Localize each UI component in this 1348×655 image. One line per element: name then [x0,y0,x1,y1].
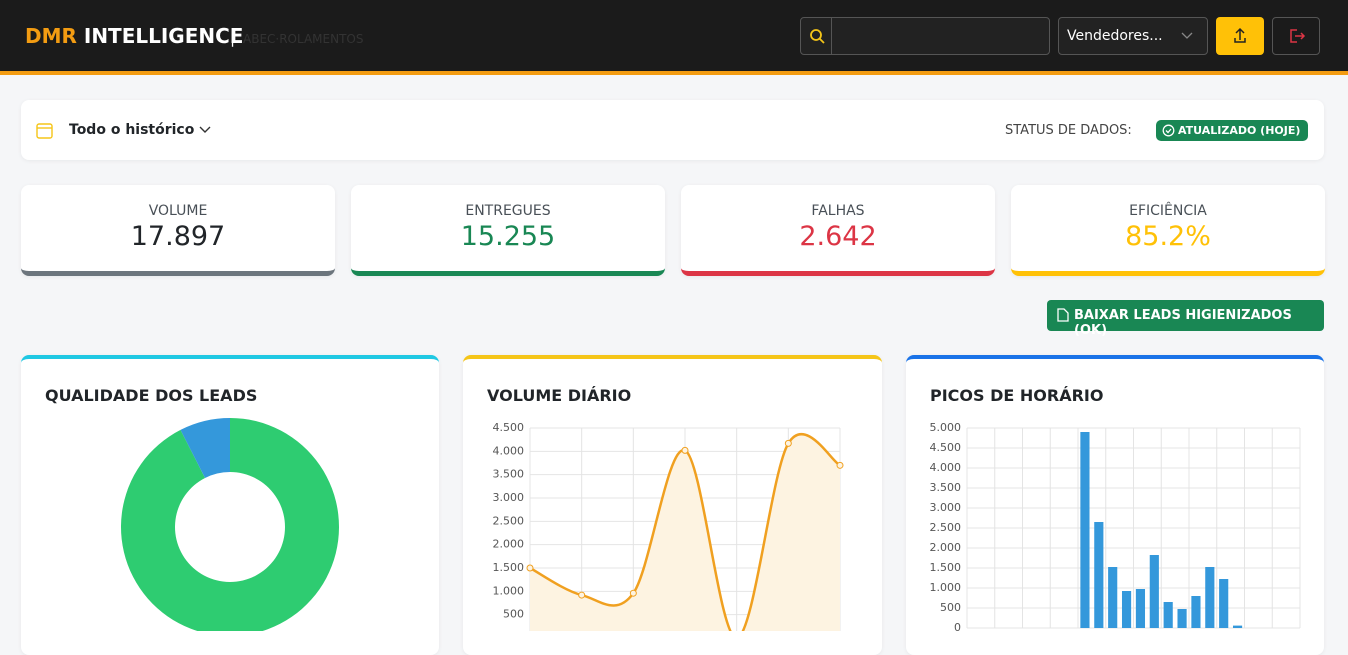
y-tick-label: 1.500 [493,561,525,574]
y-tick-label: 3.500 [930,481,962,494]
kpi-value: 85.2% [1125,221,1211,252]
brand-name: INTELLIGENCE [83,24,244,48]
brand: DMR INTELLIGENCE [25,24,243,48]
y-tick-label: 500 [940,601,961,614]
search[interactable] [800,17,1050,55]
subtitle: ABEC·ROLAMENTOS [243,32,364,46]
bar [1094,522,1104,628]
bar [1121,591,1132,628]
point [784,439,792,447]
file-icon [1057,308,1069,322]
bar [1135,589,1146,628]
kpi-label: ENTREGUES [465,203,551,219]
bar [1219,579,1229,628]
page: DMR INTELLIGENCE | ABEC·ROLAMENTOS Vende… [0,0,1348,631]
logout-button[interactable] [1272,17,1320,55]
filter-bar: Todo o histórico STATUS DE DADOS: ATUALI… [21,100,1324,160]
status-text: ATUALIZADO (HOJE) [1178,124,1301,137]
y-tick-label: 4.500 [493,421,525,434]
period-select[interactable]: Todo o histórico [69,122,211,138]
chart-title: QUALIDADE DOS LEADS [45,386,258,405]
point [836,461,844,469]
y-tick-label: 2.000 [930,541,962,554]
seller-select[interactable]: Vendedores... [1058,17,1208,55]
bar [1080,432,1090,628]
kpi-label: EFICIÊNCIA [1129,203,1207,219]
y-tick-label: 2.500 [930,521,962,534]
header: DMR INTELLIGENCE | ABEC·ROLAMENTOS Vende… [0,0,1348,75]
period-text: Todo o histórico [69,122,195,138]
select-text: Vendedores... [1067,28,1163,44]
kpi-card: ENTREGUES 15.255 [351,185,665,276]
y-tick-label: 1.000 [493,584,525,597]
search-icon [810,29,825,44]
kpi-label: VOLUME [148,203,208,219]
line-area [530,434,840,631]
status-badge: ATUALIZADO (HOJE) [1156,120,1309,141]
bar [1191,596,1201,628]
y-tick-label: 4.000 [930,461,962,474]
bar [1163,602,1173,628]
search-icon-box [801,18,832,54]
line [529,433,841,631]
y-tick-label: 1.000 [930,581,962,594]
point [629,589,637,597]
y-tick-label: 4.000 [493,444,525,457]
charts: 500 1.000 1.500 2.000 2.500 3.000 3.500 4.000 4.… [121,418,1301,631]
chart-title: VOLUME DIÁRIO [487,386,632,405]
donut-slice [180,418,230,478]
upload-button[interactable] [1216,17,1264,55]
kpi-card: FALHAS 2.642 [681,185,995,276]
kpi-value: 17.897 [130,221,226,252]
y-tick-label: 4.500 [930,441,962,454]
calendar-icon [36,123,53,139]
separator: | [230,29,236,47]
point [578,591,586,599]
y-tick-label: 500 [503,608,524,621]
status-label: STATUS DE DADOS: [1005,123,1132,138]
brand-accent: DMR [25,24,77,48]
donut-slice [121,418,339,631]
chevron [199,126,211,133]
y-tick-label: 2.500 [493,514,525,527]
point [681,446,689,454]
bar [1232,625,1243,628]
kpi-label: FALHAS [811,203,865,219]
y-tick-label: 3.000 [930,501,962,514]
kpi-card: VOLUME 17.897 [21,185,335,276]
y-tick-label: 3.000 [493,491,525,504]
logout-icon [1290,29,1306,43]
upload-icon [1234,27,1246,43]
download-text: BAIXAR LEADS HIGIENIZADOS (OK) [1074,308,1292,338]
kpi-card: EFICIÊNCIA 85.2% [1011,185,1325,276]
download-button[interactable]: BAIXAR LEADS HIGIENIZADOS (OK) [1047,300,1324,338]
chevron [1181,32,1193,39]
bar [1108,567,1118,628]
y-tick-label: 2.000 [493,538,525,551]
y-tick-label: 0 [954,621,961,631]
bar [1149,555,1159,628]
chart-title: PICOS DE HORÁRIO [930,386,1104,405]
y-tick-label: 5.000 [930,421,962,434]
point [526,564,534,572]
bar [1177,609,1187,628]
kpi-value: 2.642 [799,221,877,252]
bar [1205,567,1215,628]
kpi-value: 15.255 [460,221,556,252]
y-tick-label: 3.500 [493,468,525,481]
y-tick-label: 1.500 [930,561,962,574]
check-icon [1162,124,1175,137]
